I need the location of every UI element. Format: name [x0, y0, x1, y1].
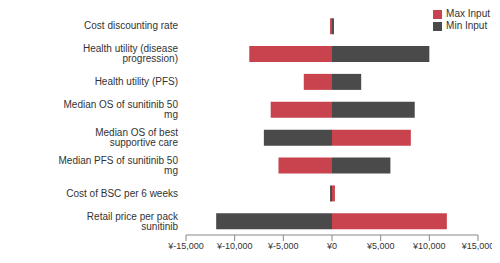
- svg-text:¥15,000: ¥15,000: [461, 241, 492, 251]
- svg-text:¥-15,000: ¥-15,000: [167, 241, 204, 251]
- svg-text:Median OS of sunitinib 50mg: Median OS of sunitinib 50mg: [63, 99, 178, 120]
- svg-text:Cost of BSC per 6 weeks: Cost of BSC per 6 weeks: [66, 188, 178, 199]
- svg-text:Cost discounting rate: Cost discounting rate: [84, 20, 178, 31]
- svg-text:¥0: ¥0: [326, 241, 337, 251]
- svg-text:Median PFS of sunitinib 50mg: Median PFS of sunitinib 50mg: [58, 155, 178, 176]
- svg-text:¥10,000: ¥10,000: [412, 241, 446, 251]
- svg-text:Retail price per packsunitinib: Retail price per packsunitinib: [87, 211, 179, 232]
- svg-text:¥5,000: ¥5,000: [366, 241, 395, 251]
- svg-text:Health utility (PFS): Health utility (PFS): [95, 76, 178, 87]
- svg-text:Health utility (diseaseprogres: Health utility (diseaseprogression): [83, 43, 178, 64]
- svg-text:Median OS of bestsupportive ca: Median OS of bestsupportive care: [95, 127, 178, 148]
- html-text:Min Input: Min Input: [446, 20, 488, 31]
- html-text:Max Input: Max Input: [446, 8, 490, 19]
- svg-text:¥-10,000: ¥-10,000: [216, 241, 253, 251]
- svg-text:¥-5,000: ¥-5,000: [267, 241, 299, 251]
